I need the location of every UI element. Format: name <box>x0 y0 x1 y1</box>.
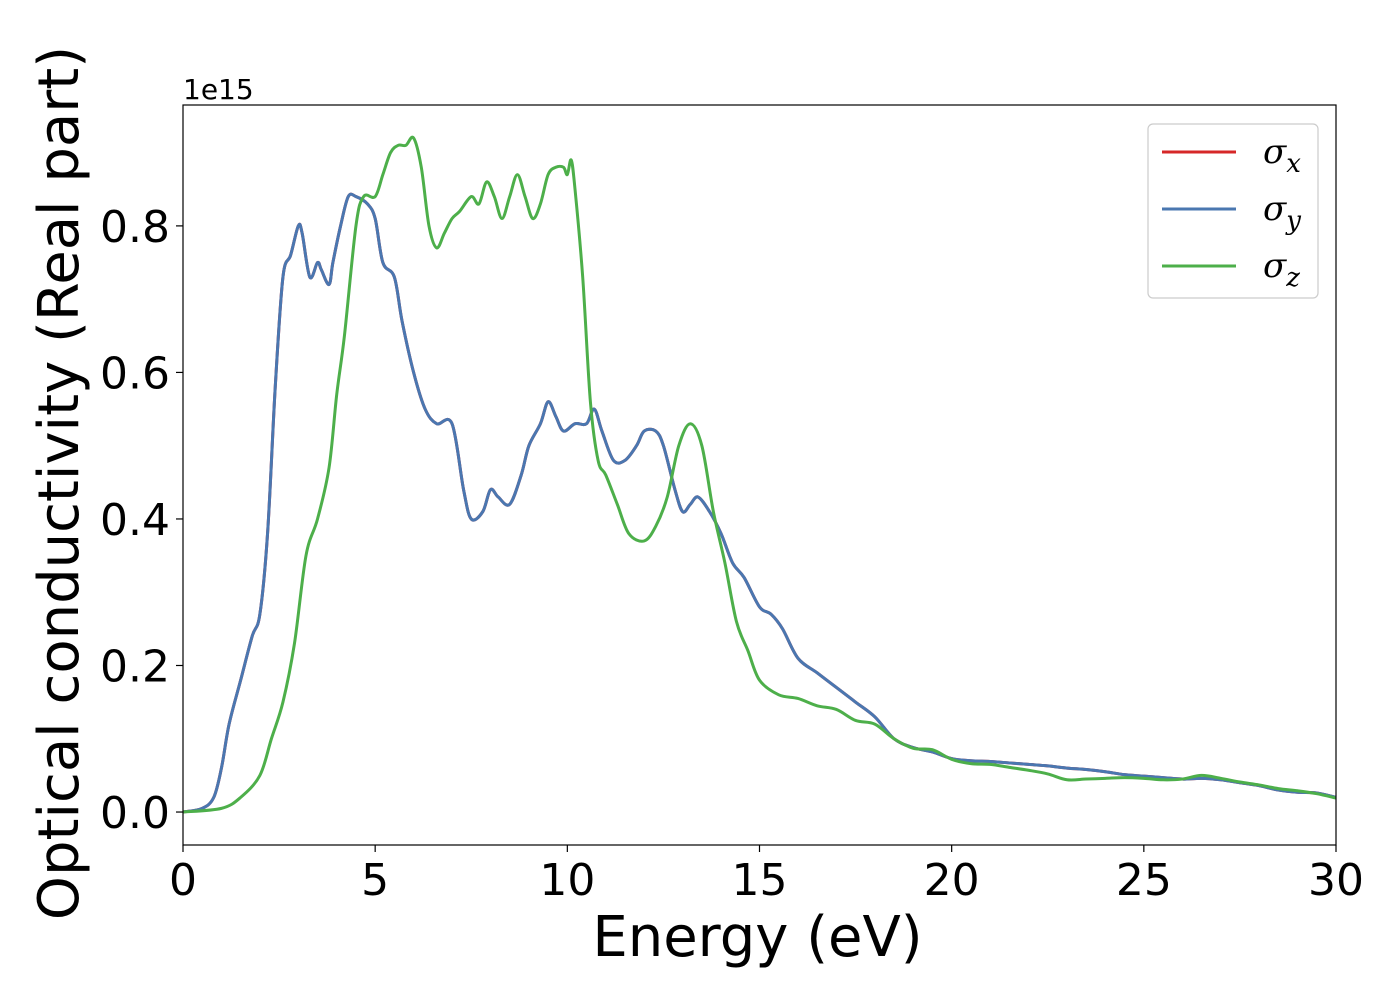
legend-symbol: σ <box>1263 132 1287 172</box>
x-tick-label: 5 <box>361 855 389 906</box>
series-line-y <box>183 192 1336 814</box>
legend-box <box>1147 123 1319 299</box>
y-axis-label: Optical conductivity (Real part) <box>27 46 92 920</box>
y-tick-label: 0.8 <box>100 202 170 253</box>
series-line-z <box>183 135 1336 814</box>
x-tick-label: 10 <box>539 855 595 906</box>
legend-label: σz <box>1263 246 1300 293</box>
legend-item-z: σz <box>1162 246 1300 293</box>
x-tick-label: 30 <box>1308 855 1364 906</box>
x-axis-label: Energy (eV) <box>592 905 922 970</box>
y-tick-label: 0.4 <box>100 495 170 546</box>
y-offset-label: 1e15 <box>183 73 254 106</box>
series-layer <box>183 135 1336 814</box>
legend-label: σy <box>1263 189 1301 236</box>
x-tick-label: 15 <box>732 855 788 906</box>
x-tick-label: 25 <box>1116 855 1172 906</box>
y-tick-label: 0.0 <box>100 788 170 839</box>
legend-subscript: y <box>1285 206 1301 236</box>
legend-symbol: σ <box>1263 246 1287 286</box>
legend-label: σx <box>1263 132 1301 179</box>
y-axis: 0.0 0.2 0.4 0.6 0.8 <box>100 202 183 839</box>
legend-item-x: σx <box>1162 132 1301 179</box>
x-axis: 0 5 10 15 20 25 30 <box>169 845 1364 906</box>
legend-item-y: σy <box>1162 189 1301 236</box>
x-tick-label: 20 <box>924 855 980 906</box>
legend-symbol: σ <box>1263 189 1287 229</box>
legend-subscript: z <box>1285 263 1300 293</box>
x-tick-label: 0 <box>169 855 197 906</box>
legend-subscript: x <box>1286 149 1301 179</box>
y-tick-label: 0.6 <box>100 348 170 399</box>
y-tick-label: 0.2 <box>100 641 170 692</box>
